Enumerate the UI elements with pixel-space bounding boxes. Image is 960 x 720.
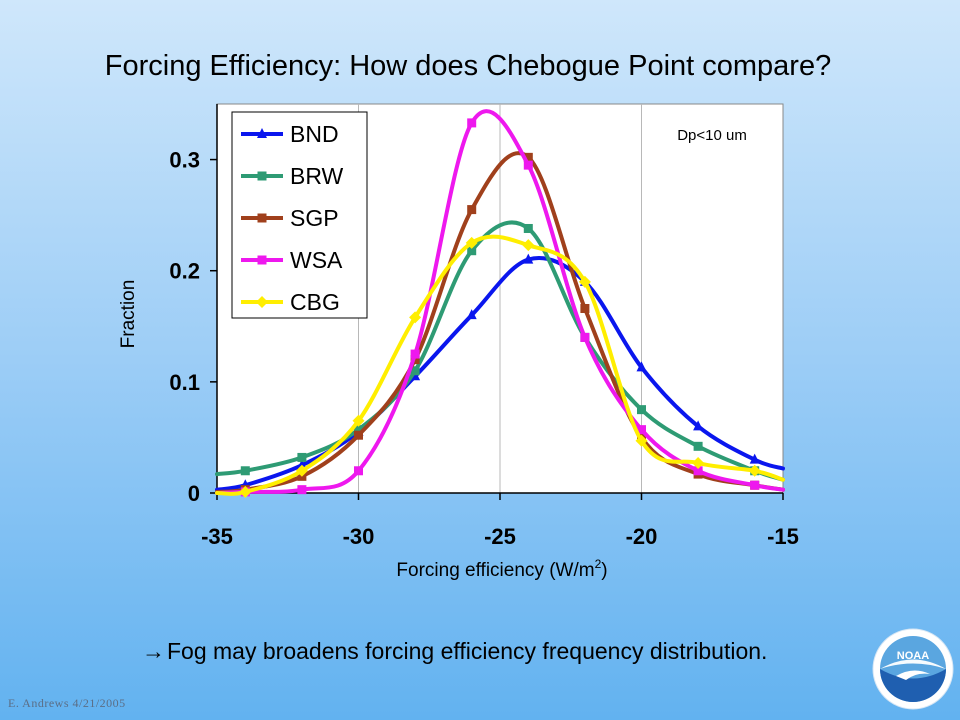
- y-tick-label: 0.2: [169, 259, 200, 284]
- data-point-cbg: [409, 311, 422, 324]
- series-line-sgp: [215, 151, 785, 494]
- data-point-cbg: [578, 275, 591, 288]
- data-point-brw: [240, 466, 250, 476]
- legend-item-cbg: CBG: [241, 289, 340, 315]
- data-point-brw: [297, 452, 307, 462]
- data-point-wsa: [637, 425, 646, 435]
- slide-title: Forcing Efficiency: How does Chebogue Po…: [104, 50, 832, 82]
- data-point-wsa: [750, 480, 760, 490]
- legend-box: [231, 111, 368, 319]
- data-point-bnd: [749, 453, 760, 464]
- data-point-sgp: [523, 152, 533, 162]
- data-point-cbg: [748, 464, 761, 477]
- legend-item-sgp: SGP: [241, 205, 339, 231]
- legend-label-sgp: SGP: [290, 205, 339, 231]
- data-point-cbg: [692, 456, 705, 469]
- note-text: Fog may broadens forcing efficiency freq…: [167, 638, 768, 664]
- x-axis-title: Forcing efficiency (W/m2): [396, 557, 607, 581]
- footer-credit: E. Andrews 4/21/2005: [8, 696, 126, 710]
- data-point-brw: [467, 246, 477, 256]
- data-point-cbg: [239, 485, 252, 498]
- data-point-bnd: [693, 420, 704, 431]
- x-tick-label: -35: [201, 524, 233, 549]
- legend-label-bnd: BND: [290, 121, 339, 147]
- data-point-bnd: [636, 361, 647, 372]
- data-point-brw: [523, 223, 533, 233]
- data-point-sgp: [580, 304, 590, 314]
- y-tick-label: 0: [188, 481, 200, 506]
- series-line-wsa: [215, 109, 785, 495]
- arrow-icon: →: [142, 638, 165, 664]
- x-tick-label: -30: [343, 524, 375, 549]
- data-point-brw: [637, 405, 646, 415]
- data-point-brw: [354, 425, 363, 435]
- data-point-bnd: [523, 253, 534, 264]
- annotation-text: Dp<10 um: [677, 127, 747, 144]
- data-point-cbg: [352, 414, 365, 427]
- legend-swatch-marker: [256, 296, 268, 308]
- x-tick-label: -20: [626, 524, 658, 549]
- data-point-wsa: [580, 332, 590, 342]
- data-point-cbg: [635, 434, 648, 447]
- legend-item-bnd: BND: [241, 121, 339, 147]
- legend-swatch-marker: [257, 171, 267, 181]
- legend-swatch-marker: [257, 255, 267, 265]
- x-axis-title-main: Forcing efficiency (W/m: [396, 560, 594, 581]
- legend-label-cbg: CBG: [290, 289, 340, 315]
- data-point-cbg: [465, 236, 478, 249]
- data-point-wsa: [523, 160, 533, 170]
- x-axis-title-close: ): [601, 560, 607, 581]
- tick-labels: -35 -30 -25 -20 -15 0 0.1 0.2 0.3: [169, 148, 798, 549]
- legend-label-brw: BRW: [290, 163, 344, 189]
- data-point-wsa: [693, 466, 703, 476]
- legend-item-wsa: WSA: [241, 247, 343, 273]
- footnote: →Fog may broadens forcing efficiency fre…: [142, 638, 767, 665]
- data-point-wsa: [354, 466, 363, 476]
- legend-swatch-marker: [257, 128, 267, 138]
- x-tick-label: -25: [484, 524, 516, 549]
- data-point-wsa: [297, 485, 307, 495]
- y-tick-label: 0.3: [169, 148, 200, 173]
- legend-swatch-marker: [257, 213, 267, 223]
- legend: BND BRW SGP WSA CBG: [231, 111, 368, 319]
- legend-label-wsa: WSA: [290, 247, 343, 273]
- data-point-wsa: [467, 118, 477, 128]
- x-axis-title-sup: 2: [595, 557, 602, 571]
- data-point-bnd: [466, 309, 477, 320]
- y-axis-title: Fraction: [118, 280, 139, 349]
- data-point-cbg: [522, 239, 535, 252]
- legend-item-brw: BRW: [241, 163, 344, 189]
- data-point-bnd: [296, 459, 307, 470]
- data-point-brw: [693, 441, 703, 451]
- data-point-brw: [410, 366, 420, 376]
- noaa-logo: NOAA: [872, 628, 954, 710]
- svg-text:NOAA: NOAA: [897, 650, 929, 662]
- data-point-sgp: [467, 205, 477, 215]
- series-cbg: [215, 234, 785, 498]
- data-point-cbg: [295, 464, 308, 477]
- data-point-sgp: [354, 430, 363, 440]
- y-tick-label: 0.1: [169, 370, 200, 395]
- series: [215, 109, 785, 498]
- data-point-wsa: [410, 349, 420, 359]
- x-tick-label: -15: [767, 524, 799, 549]
